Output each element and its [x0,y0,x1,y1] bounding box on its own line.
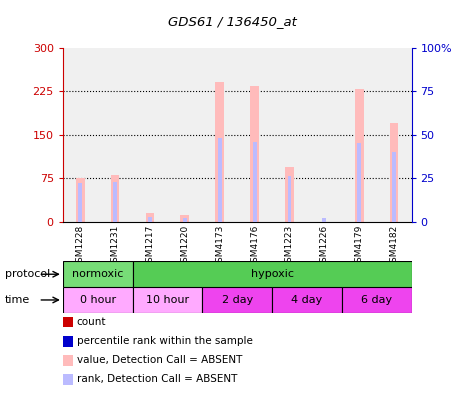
Bar [342,287,412,313]
Text: 4 day: 4 day [291,295,323,305]
Text: count: count [77,317,106,327]
Bar [113,182,117,222]
Bar [215,82,224,222]
Text: time: time [5,295,30,305]
Bar [148,217,152,222]
Bar [133,261,412,287]
Bar [357,143,361,222]
Text: hypoxic: hypoxic [251,269,293,279]
Bar [111,175,120,222]
Text: GDS61 / 136450_at: GDS61 / 136450_at [168,15,297,28]
Bar [218,138,222,222]
Text: rank, Detection Call = ABSENT: rank, Detection Call = ABSENT [77,374,237,385]
Bar [355,89,364,222]
Bar [272,287,342,313]
Text: protocol: protocol [5,269,50,279]
Bar [63,287,133,313]
Bar [76,178,85,222]
Bar [133,287,202,313]
Bar [392,152,396,222]
Text: 2 day: 2 day [221,295,253,305]
Bar [287,177,292,222]
Text: 6 day: 6 day [361,295,392,305]
Bar [202,287,272,313]
Text: 0 hour: 0 hour [80,295,116,305]
Bar [390,123,399,222]
Bar [180,215,189,222]
Bar [252,142,257,222]
Text: 10 hour: 10 hour [146,295,189,305]
Bar [250,86,259,222]
Text: percentile rank within the sample: percentile rank within the sample [77,336,252,346]
Bar [183,218,187,222]
Text: value, Detection Call = ABSENT: value, Detection Call = ABSENT [77,355,242,366]
Bar [322,218,326,222]
Bar [63,261,133,287]
Bar [285,167,294,222]
Text: normoxic: normoxic [72,269,123,279]
Bar [146,213,154,222]
Bar [78,183,82,222]
